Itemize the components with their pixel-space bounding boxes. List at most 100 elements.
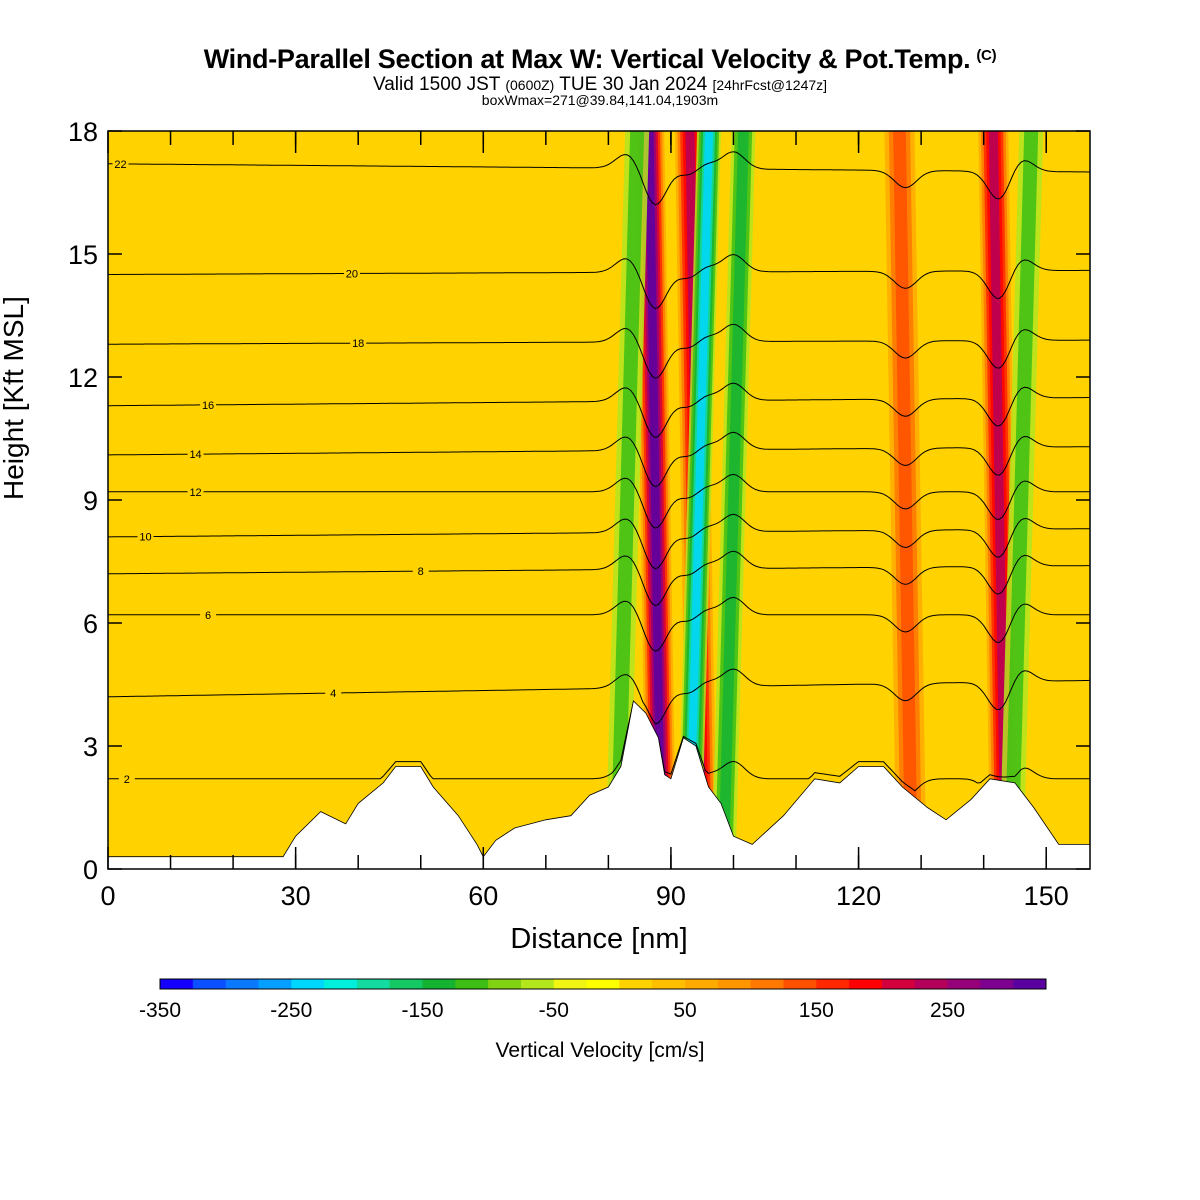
contour-label-bg	[200, 398, 217, 411]
theta-contour-18	[108, 323, 1090, 379]
contour-label-bg	[412, 565, 429, 578]
field-background	[108, 131, 1090, 869]
colorbar-swatch	[750, 979, 784, 989]
x-tick-label: 120	[836, 881, 881, 911]
colorbar: -350 -250 -150 -50 50 150 250	[139, 978, 1047, 1022]
y-axis-label: Height [Kft MSL]	[0, 296, 29, 500]
forecast-tag: [24hrFcst@1247z]	[712, 77, 828, 93]
valid-date: TUE 30 Jan 2024	[559, 74, 708, 95]
w-band	[893, 131, 918, 869]
colorbar-swatch	[291, 979, 325, 989]
colorbar-swatch	[324, 979, 358, 989]
colorbar-swatch	[849, 979, 883, 989]
contour-label-12: 12	[189, 487, 201, 499]
colorbar-swatch	[455, 979, 489, 989]
contour-label-22: 22	[114, 159, 126, 171]
contour-label-bg	[343, 267, 360, 280]
colorbar-swatch	[422, 979, 456, 989]
x-axis: 0 30 60 90 120 150	[100, 131, 1069, 911]
colorbar-frame	[159, 978, 1047, 990]
contour-label-20: 20	[346, 268, 358, 280]
colorbar-tick-label: 250	[930, 999, 965, 1022]
colorbar-swatch	[1013, 979, 1047, 989]
colorbar-swatch	[225, 979, 259, 989]
contour-label-bg	[118, 772, 135, 785]
x-tick-label: 0	[100, 881, 115, 911]
contour-label-bg	[350, 337, 367, 350]
y-tick-label: 6	[83, 609, 98, 639]
colorbar-swatch	[520, 979, 555, 989]
w-band	[645, 131, 666, 869]
colorbar-swatch	[553, 979, 588, 989]
chart-title: Wind-Parallel Section at Max W: Vertical…	[0, 44, 1200, 75]
x-tick-label: 30	[281, 881, 311, 911]
contour-label-6: 6	[205, 610, 211, 622]
contour-label-bg	[325, 687, 342, 700]
theta-contour-14	[108, 431, 1090, 488]
colorbar-swatch	[685, 979, 719, 989]
title-main: Wind-Parallel Section at Max W: Vertical…	[203, 44, 971, 74]
colorbar-swatch	[389, 979, 424, 989]
colorbar-swatch	[783, 979, 817, 989]
colorbar-tick-label: -150	[402, 999, 444, 1022]
theta-contour-20	[108, 253, 1090, 310]
w-band	[610, 131, 645, 869]
colorbar-tick-label: -250	[270, 999, 312, 1022]
contour-label-bg	[187, 485, 204, 498]
valid-utc: (0600Z)	[505, 77, 555, 93]
contour-label-16: 16	[202, 400, 214, 412]
colorbar-swatch	[947, 979, 981, 989]
valid-prefix: Valid 1500 JST	[372, 74, 501, 95]
colorbar-swatch	[160, 979, 194, 989]
x-tick-label: 60	[468, 881, 498, 911]
contour-label-4: 4	[330, 688, 336, 700]
box-info: boxWmax=271@39.84,141.04,1903m	[481, 92, 719, 108]
colorbar-swatch	[488, 979, 522, 989]
colorbar-swatch	[881, 979, 916, 989]
w-band	[1004, 131, 1039, 869]
theta-contour-4	[108, 668, 1090, 725]
y-tick-label: 0	[83, 855, 98, 885]
contour-label-bg	[112, 157, 129, 170]
colorbar-tick-label: -50	[539, 999, 569, 1022]
contour-label-bg	[187, 448, 204, 461]
colorbar-tick-label: 150	[799, 999, 834, 1022]
y-tick-label: 12	[68, 363, 98, 393]
w-band	[718, 131, 749, 869]
theta-contour-22	[108, 151, 1090, 206]
x-tick-label: 90	[656, 881, 686, 911]
y-axis: 0 3 6 9 12 15 18	[68, 117, 1090, 885]
x-tick-label: 150	[1024, 881, 1069, 911]
colorbar-swatch	[356, 979, 391, 989]
y-tick-label: 18	[68, 117, 98, 147]
colorbar-swatch	[586, 979, 620, 989]
y-tick-label: 3	[83, 732, 98, 762]
w-band	[685, 131, 714, 869]
velocity-field	[108, 131, 1090, 869]
colorbar-swatch	[652, 979, 686, 989]
colorbar-swatch	[717, 979, 752, 989]
y-tick-label: 9	[83, 486, 98, 516]
colorbar-swatch	[980, 979, 1014, 989]
theta-contour-12	[108, 473, 1090, 529]
contour-label-8: 8	[418, 566, 424, 578]
contour-label-2: 2	[124, 774, 130, 786]
theta-contour-8	[108, 550, 1090, 607]
copyright-tag: (C)	[976, 47, 997, 64]
theta-contour-6	[108, 596, 1090, 652]
x-axis-label: Distance [nm]	[510, 923, 687, 955]
colorbar-tick-label: -350	[139, 999, 181, 1022]
contour-label-14: 14	[189, 449, 201, 461]
colorbar-label: Vertical Velocity [cm/s]	[496, 1039, 705, 1062]
colorbar-swatch	[914, 979, 949, 989]
theta-contour-2	[108, 700, 1090, 792]
colorbar-swatch	[258, 979, 292, 989]
colorbar-swatch	[816, 979, 850, 989]
theta-contour-16	[108, 382, 1090, 439]
colorbar-swatch	[192, 979, 227, 989]
contour-label-bg	[137, 530, 154, 543]
contour-label-10: 10	[139, 532, 151, 544]
theta-contours: 2 4 6 8 10 12 14 16 18 20 22	[108, 151, 1090, 792]
y-tick-label: 15	[68, 240, 98, 270]
